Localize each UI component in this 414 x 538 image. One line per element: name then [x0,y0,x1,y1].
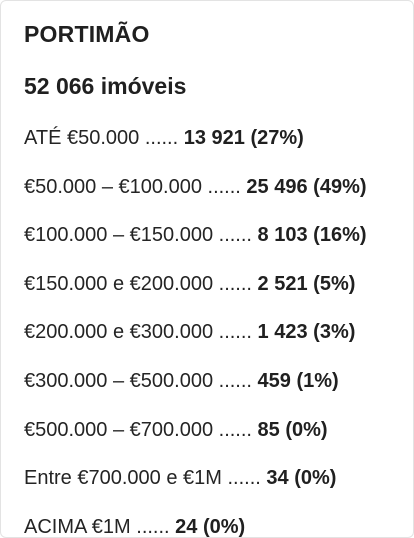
range-label: Entre €700.000 e €1M [24,467,222,490]
price-range-row: ATÉ €50.000 ...... 13 921 (27%) [24,125,367,174]
range-label: ATÉ €50.000 [24,127,140,149]
range-percent: (1%) [296,369,339,392]
range-count: 1 423 [257,321,308,344]
price-range-row: Entre €700.000 e €1M ...... 34 (0%) [24,465,367,514]
price-range-row: €200.000 e €300.000 ...... 1 423 (3%) [24,319,367,368]
range-count: 13 921 [183,127,245,149]
range-label: €300.000 – €500.000 [24,369,214,392]
range-label: €500.000 – €700.000 [24,418,214,441]
price-range-row: €300.000 – €500.000 ...... 459 (1%) [24,368,367,417]
range-percent: (0%) [294,467,337,490]
range-dots: ...... [218,224,252,247]
range-dots: ...... [207,175,241,198]
range-count: 25 496 [246,175,308,198]
price-range-row: €500.000 – €700.000 ...... 85 (0%) [24,417,367,466]
range-label: €100.000 – €150.000 [24,224,214,247]
city-title: PORTIMÃO [24,21,150,47]
range-dots: ...... [218,272,252,295]
range-dots: ...... [218,418,252,441]
range-label: €200.000 e €300.000 [24,321,214,344]
range-label: ACIMA €1M [24,515,131,538]
range-dots: ...... [218,369,252,392]
price-range-list: ATÉ €50.000 ...... 13 921 (27%) €50.000 … [24,125,367,538]
range-count: 459 [257,369,291,392]
range-percent: (16%) [313,224,367,247]
range-dots: ...... [136,515,170,538]
range-dots: ...... [218,321,252,344]
range-percent: (0%) [285,418,328,441]
range-count: 85 [257,418,280,441]
range-dots: ...... [144,127,179,149]
range-count: 24 [175,515,198,538]
range-percent: (49%) [313,175,367,198]
range-count: 2 521 [257,272,308,295]
price-range-row: €50.000 – €100.000 ...... 25 496 (49%) [24,174,367,223]
price-range-row: €100.000 – €150.000 ...... 8 103 (16%) [24,222,367,271]
range-count: 34 [266,467,289,490]
range-dots: ...... [227,467,261,490]
price-range-row: €150.000 e €200.000 ...... 2 521 (5%) [24,271,367,320]
total-listings: 52 066 imóveis [24,73,187,99]
range-label: €150.000 e €200.000 [24,272,214,295]
range-percent: (5%) [313,272,356,295]
price-range-row: ACIMA €1M ...... 24 (0%) [24,514,367,538]
range-percent: (27%) [250,127,304,149]
range-count: 8 103 [257,224,308,247]
range-percent: (0%) [202,515,246,538]
range-label: €50.000 – €100.000 [24,175,202,198]
range-percent: (3%) [313,321,356,344]
